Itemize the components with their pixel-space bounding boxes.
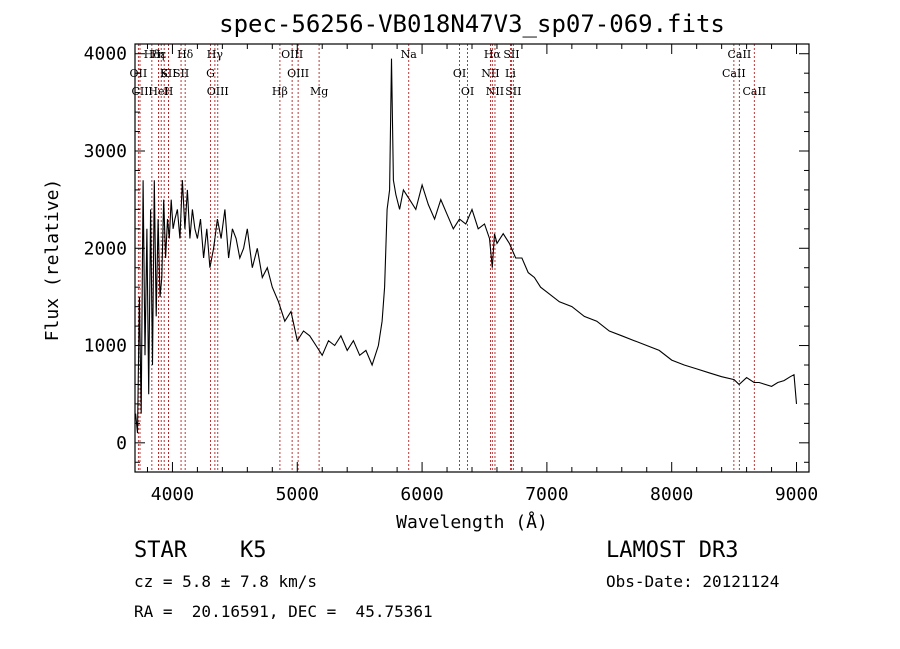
y-tick-label: 1000 xyxy=(84,336,127,357)
line-marker-label: G xyxy=(206,67,215,80)
line-marker-label: OIII xyxy=(207,85,229,98)
coordinates: RA = 20.16591, DEC = 45.75361 xyxy=(134,602,433,621)
line-marker-label: Hε xyxy=(151,48,167,61)
line-marker-label: H xyxy=(164,85,174,98)
y-tick-label: 4000 xyxy=(84,44,127,65)
object-class: STAR xyxy=(134,538,187,563)
line-marker-label: K xyxy=(160,67,169,80)
line-marker-label: OI xyxy=(461,85,474,98)
x-tick-label: 5000 xyxy=(276,484,319,505)
y-axis-label: Flux (relative) xyxy=(42,179,63,342)
line-marker-label: Mg xyxy=(310,85,328,98)
line-marker-label: Hδ xyxy=(144,48,161,61)
chart-title: spec-56256-VB018N47V3_sp07-069.fits xyxy=(219,10,725,38)
x-axis-label: Wavelength (Å) xyxy=(396,511,548,533)
line-marker-label: OIII xyxy=(281,48,303,61)
line-markers xyxy=(137,44,755,472)
survey-name: LAMOST DR3 xyxy=(606,538,739,563)
line-marker-label: NII xyxy=(486,85,504,98)
line-marker-label: SII xyxy=(505,85,521,98)
line-marker-label: NII xyxy=(481,67,499,80)
line-marker-label: SII xyxy=(160,67,176,80)
redshift-cz: cz = 5.8 ± 7.8 km/s xyxy=(134,572,318,591)
object-subclass: K5 xyxy=(240,538,267,563)
line-marker-label: OI xyxy=(453,67,466,80)
line-marker-label: Li xyxy=(505,67,516,80)
line-marker-label: Hβ xyxy=(272,85,288,98)
line-marker-label: HeI xyxy=(148,85,168,98)
line-marker-label: Na xyxy=(401,48,418,61)
y-tick-label: 0 xyxy=(116,433,127,454)
line-marker-labels: HδOIICIIHεKHeIηSIIHHδSIIOIIIHγGHβOIIIOII… xyxy=(130,48,767,98)
line-marker-label: CaII xyxy=(728,48,752,61)
x-tick-label: 4000 xyxy=(151,484,194,505)
spectrum-line xyxy=(135,58,798,434)
y-axis-ticks: 0 1000 2000 3000 4000 xyxy=(84,44,809,463)
x-tick-label: 6000 xyxy=(400,484,443,505)
line-marker-label: Hγ xyxy=(207,48,224,61)
line-marker-label: CaII xyxy=(742,85,766,98)
line-marker-label: Hδ xyxy=(177,48,194,61)
line-marker-label: η xyxy=(158,48,165,61)
line-marker-label: Hα xyxy=(484,48,502,61)
x-tick-label: 7000 xyxy=(525,484,568,505)
line-marker-label: CaII xyxy=(722,67,746,80)
line-marker-label: SII xyxy=(503,48,519,61)
line-marker-label: SII xyxy=(173,67,189,80)
y-tick-label: 3000 xyxy=(84,141,127,162)
line-marker-label: OIII xyxy=(287,67,309,80)
plot-frame xyxy=(134,43,810,473)
line-marker-label: CII xyxy=(131,85,148,98)
x-tick-label: 8000 xyxy=(650,484,693,505)
x-axis-ticks: 4000 5000 6000 7000 8000 9000 xyxy=(146,44,818,505)
x-tick-label: 9000 xyxy=(775,484,818,505)
obs-date: Obs-Date: 20121124 xyxy=(606,572,780,591)
y-tick-label: 2000 xyxy=(84,238,127,259)
